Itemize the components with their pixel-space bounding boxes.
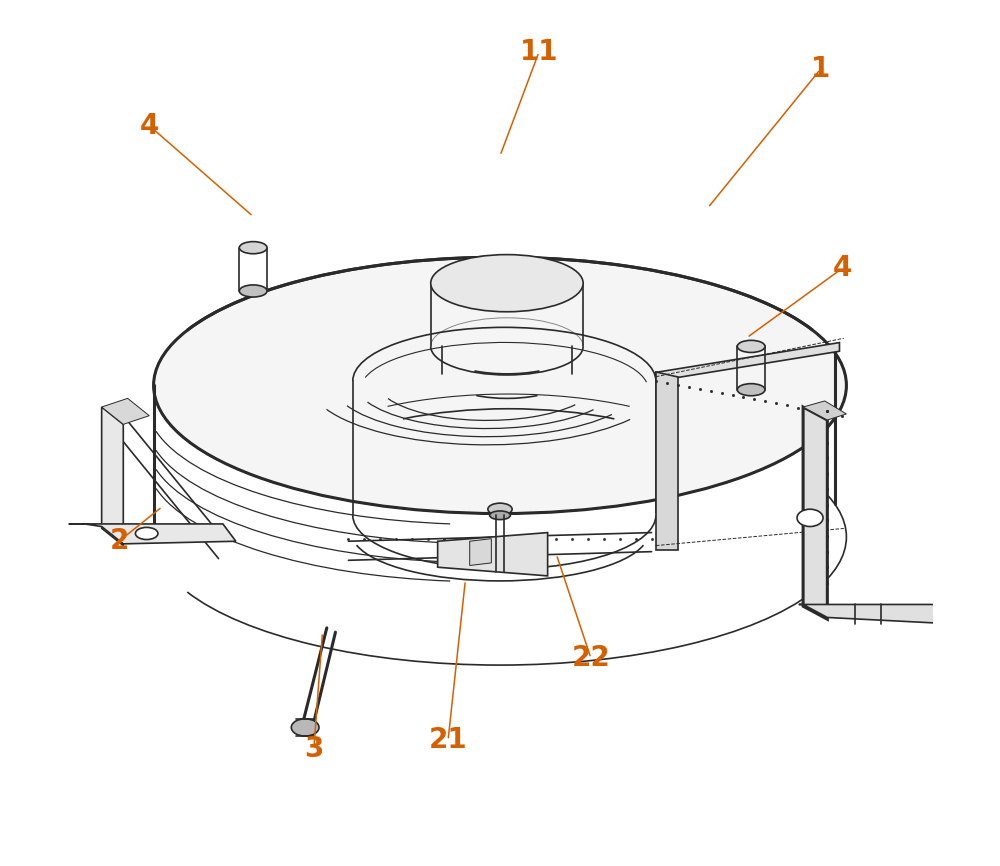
Polygon shape: [803, 407, 827, 619]
Polygon shape: [102, 398, 149, 424]
Ellipse shape: [488, 503, 512, 515]
Text: 4: 4: [140, 112, 159, 139]
Polygon shape: [470, 539, 491, 565]
Polygon shape: [102, 407, 123, 546]
Ellipse shape: [431, 255, 583, 312]
Ellipse shape: [154, 257, 846, 514]
Text: 11: 11: [520, 38, 558, 66]
Text: 3: 3: [304, 735, 323, 763]
Ellipse shape: [239, 242, 267, 254]
Text: 2: 2: [109, 527, 129, 555]
Polygon shape: [69, 524, 236, 544]
Ellipse shape: [737, 384, 765, 396]
Polygon shape: [656, 372, 678, 550]
Polygon shape: [799, 604, 946, 624]
Ellipse shape: [490, 511, 510, 520]
Ellipse shape: [135, 527, 158, 540]
Ellipse shape: [737, 340, 765, 352]
Polygon shape: [656, 343, 839, 381]
Polygon shape: [803, 401, 846, 420]
Ellipse shape: [291, 719, 319, 736]
Text: 21: 21: [429, 727, 467, 754]
Text: 22: 22: [572, 644, 610, 672]
Text: 4: 4: [832, 255, 852, 282]
Text: 1: 1: [811, 55, 830, 83]
Ellipse shape: [797, 509, 823, 527]
Polygon shape: [438, 533, 548, 576]
Ellipse shape: [239, 285, 267, 297]
